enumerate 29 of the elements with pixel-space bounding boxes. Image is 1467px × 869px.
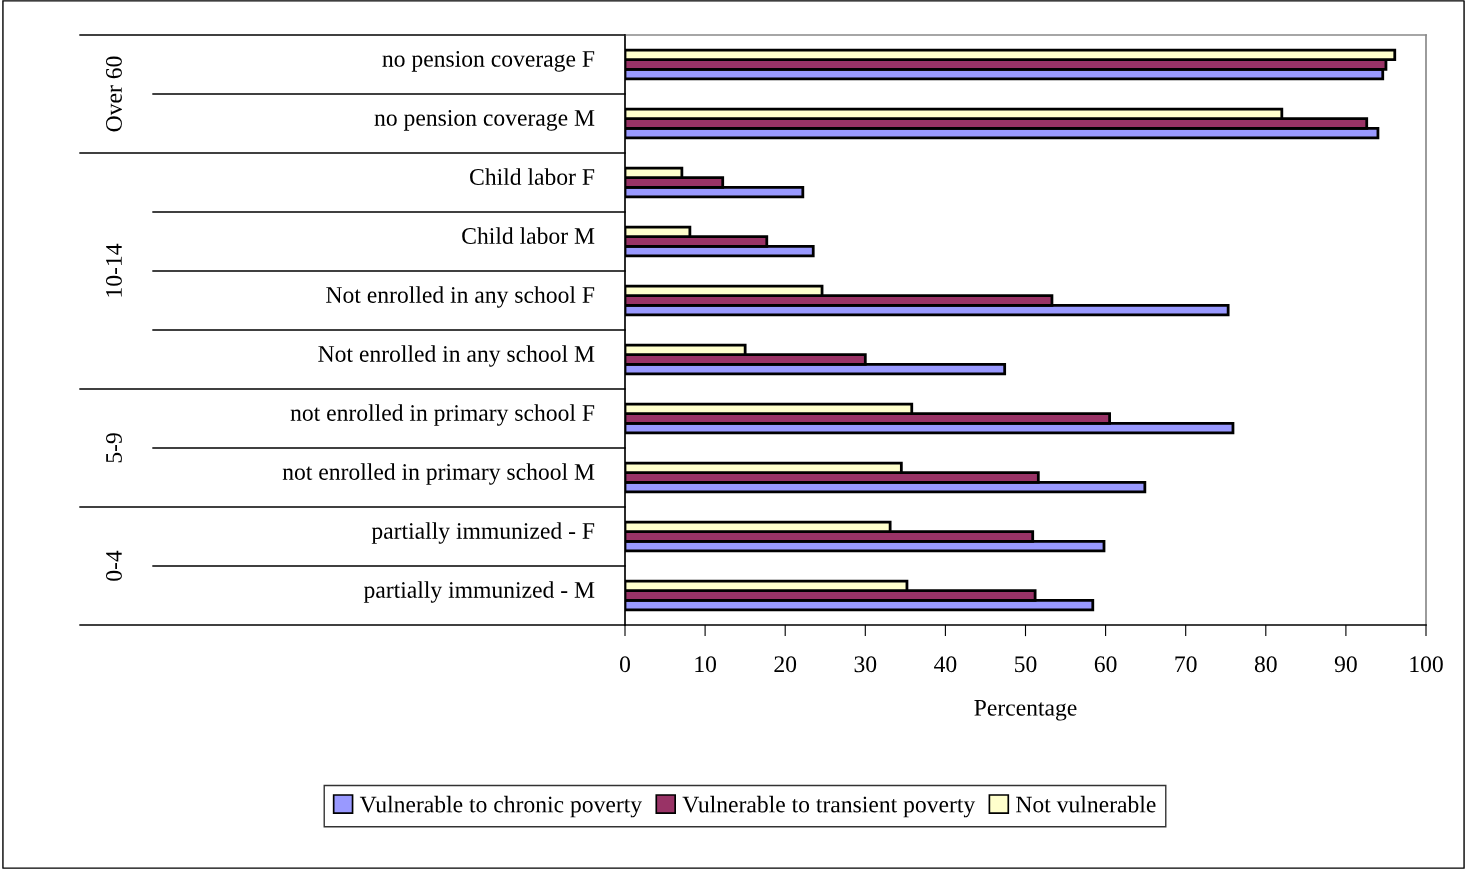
y-tick-label: no pension coverage M	[374, 110, 595, 131]
text: 10-14	[105, 243, 122, 297]
x-tick-label: 40	[934, 656, 957, 673]
y-tick-label: not enrolled in primary school M	[282, 463, 595, 485]
x-axis-title: Percentage	[974, 700, 1077, 721]
x-tick-label: 50	[1015, 656, 1037, 673]
x-tick-label: 90	[1334, 656, 1357, 673]
text: 0-4	[105, 550, 122, 581]
x-tick-label: 0	[620, 656, 630, 673]
x-tick-label: 100	[1410, 656, 1443, 673]
x-tick-label: 80	[1254, 656, 1277, 673]
x-tick-label: 20	[774, 656, 797, 673]
text: 5-9	[106, 433, 122, 463]
text: Over 60	[105, 56, 122, 132]
y-tick-label: Child labor F	[470, 168, 595, 185]
x-tick-label: 10	[695, 656, 717, 673]
legend-label: Vulnerable to transient poverty	[682, 795, 976, 818]
x-tick-label: 70	[1175, 656, 1197, 673]
y-tick-label: not enrolled in primary school F	[290, 404, 595, 426]
y-tick-label: Child labor M	[462, 227, 595, 244]
y-tick-label: Not enrolled in any school M	[318, 345, 595, 367]
y-tick-label: no pension coverage F	[382, 51, 595, 72]
y-tick-label: Not enrolled in any school F	[326, 286, 595, 308]
x-tick-label: 30	[854, 656, 877, 673]
y-tick-label: partially immunized - F	[371, 522, 595, 544]
legend-label: Vulnerable to chronic poverty	[359, 795, 643, 818]
legend-label: Not vulnerable	[1016, 795, 1156, 813]
y-tick-label: partially immunized - M	[363, 581, 595, 603]
x-tick-label: 60	[1094, 656, 1117, 673]
